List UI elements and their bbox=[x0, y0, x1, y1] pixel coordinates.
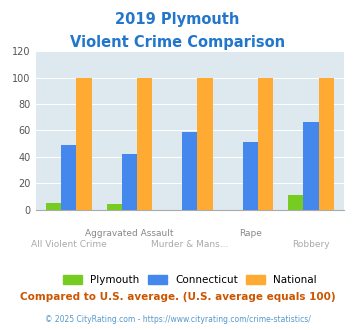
Text: Rape: Rape bbox=[239, 229, 262, 238]
Text: Aggravated Assault: Aggravated Assault bbox=[85, 229, 174, 238]
Bar bbox=[137, 78, 152, 210]
Text: Compared to U.S. average. (U.S. average equals 100): Compared to U.S. average. (U.S. average … bbox=[20, 292, 335, 302]
Bar bbox=[304, 122, 319, 210]
Bar bbox=[122, 154, 137, 210]
Text: 2019 Plymouth: 2019 Plymouth bbox=[115, 12, 240, 26]
Bar bbox=[197, 78, 213, 210]
Legend: Plymouth, Connecticut, National: Plymouth, Connecticut, National bbox=[63, 275, 317, 285]
Text: Violent Crime Comparison: Violent Crime Comparison bbox=[70, 35, 285, 50]
Bar bbox=[288, 195, 304, 210]
Bar bbox=[76, 78, 92, 210]
Bar bbox=[182, 132, 197, 210]
Bar bbox=[61, 145, 76, 210]
Bar bbox=[258, 78, 273, 210]
Text: Robbery: Robbery bbox=[292, 240, 330, 249]
Text: © 2025 CityRating.com - https://www.cityrating.com/crime-statistics/: © 2025 CityRating.com - https://www.city… bbox=[45, 315, 310, 324]
Bar bbox=[106, 204, 122, 210]
Bar bbox=[46, 203, 61, 210]
Text: Murder & Mans...: Murder & Mans... bbox=[151, 240, 229, 249]
Bar bbox=[319, 78, 334, 210]
Text: All Violent Crime: All Violent Crime bbox=[31, 240, 107, 249]
Bar bbox=[243, 142, 258, 210]
